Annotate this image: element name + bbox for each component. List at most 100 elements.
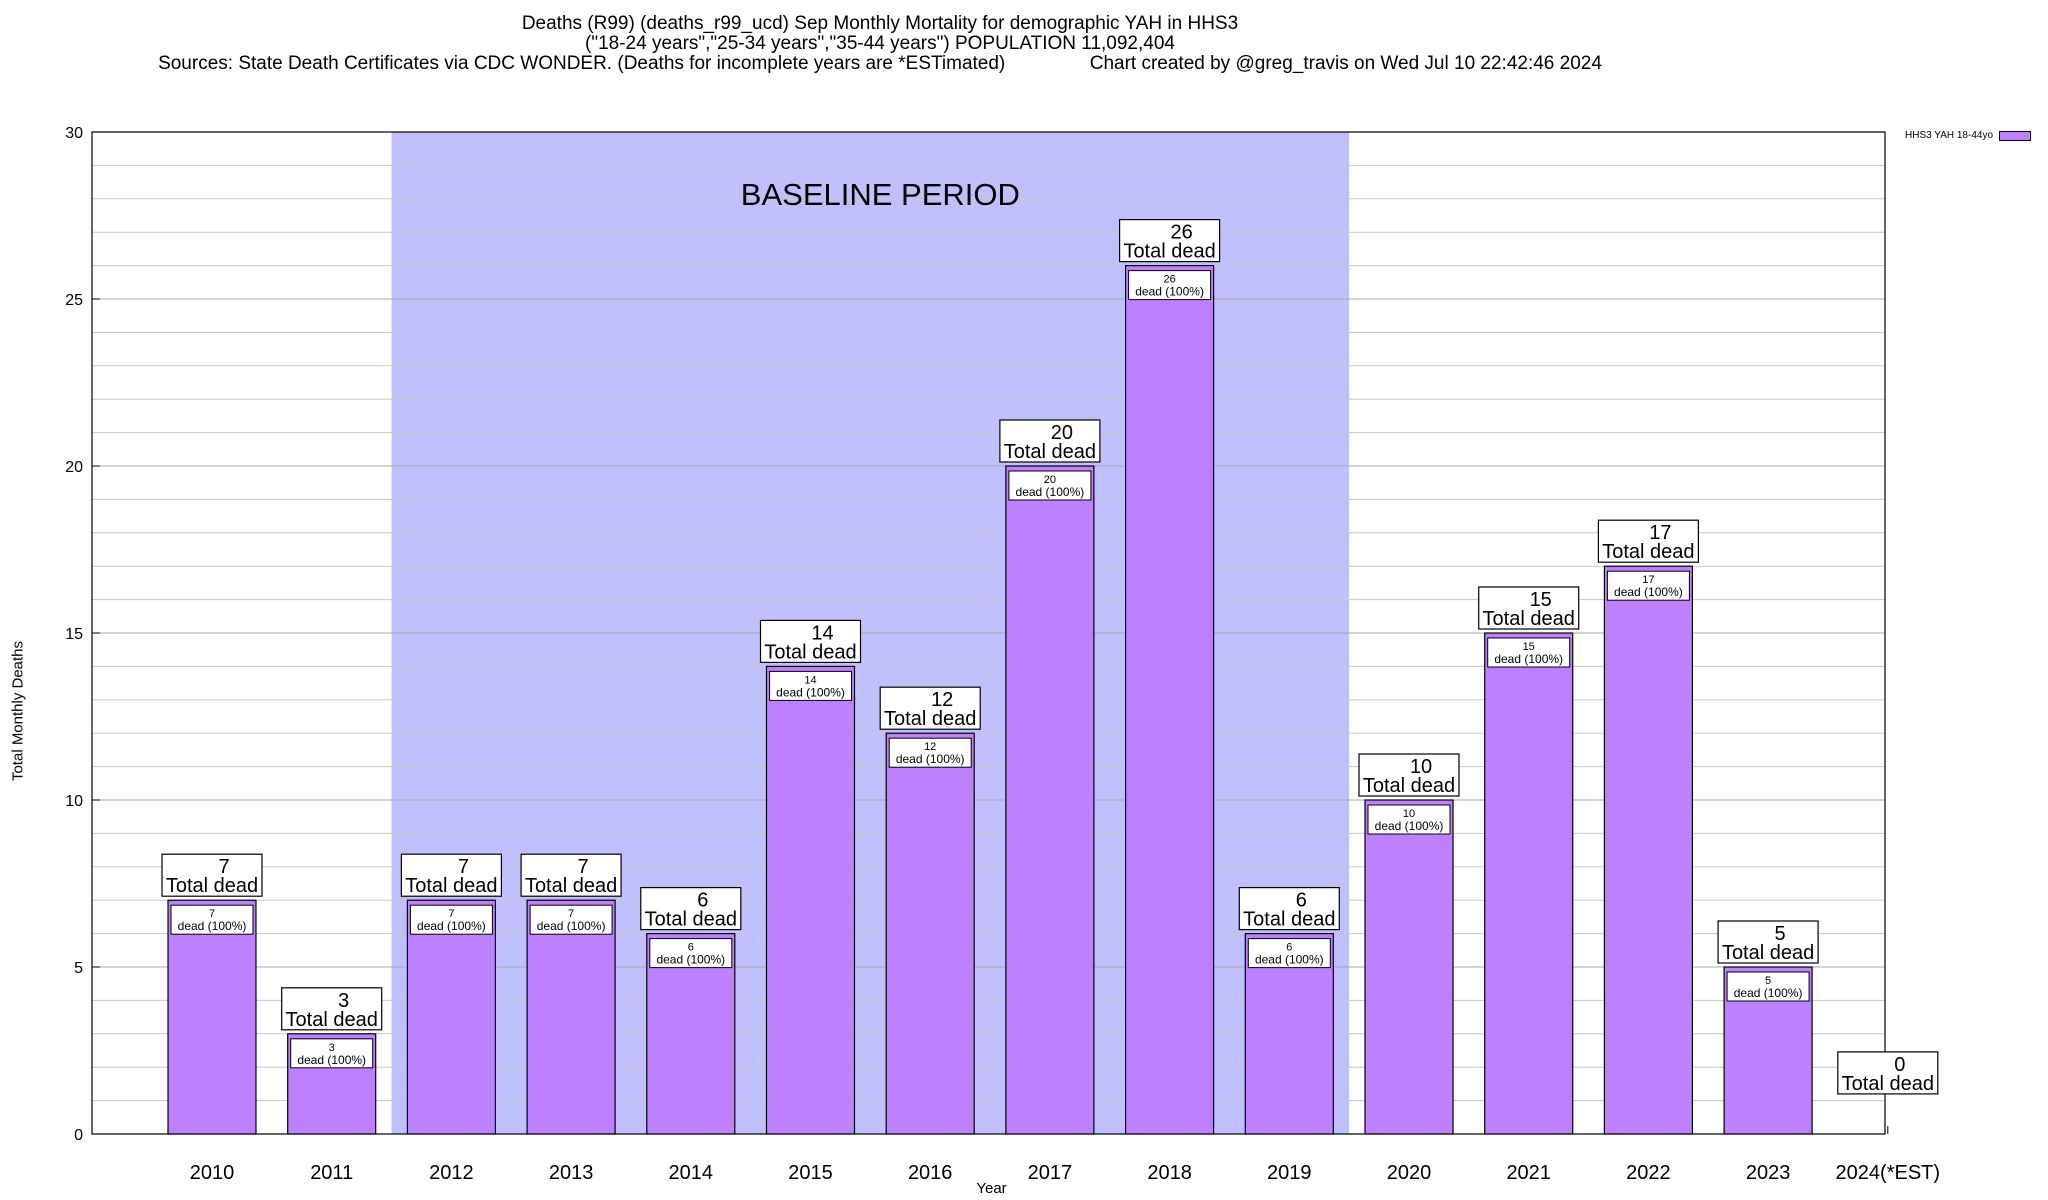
total-label-box (879, 686, 981, 730)
x-tick-label: 2020 (1387, 1162, 1432, 1184)
inner-label-box (888, 737, 972, 768)
y-tick-label: 0 (74, 1127, 83, 1144)
total-dead-label: Total dead (405, 875, 497, 897)
y-tick-label: 10 (65, 793, 83, 810)
x-tick-label: 2024(*EST) (1836, 1162, 1941, 1184)
total-value-label: 26 (1170, 222, 1192, 244)
inner-value-label: 14 (804, 674, 816, 686)
total-label-box (400, 853, 502, 897)
bar (765, 665, 856, 1135)
inner-percent-label: dead (100%) (1494, 652, 1563, 666)
y-axis-label: Total Monthly Deaths (9, 640, 27, 782)
inner-value-label: 15 (1523, 641, 1535, 653)
inner-percent-label: dead (100%) (1135, 285, 1204, 299)
total-value-label: 20 (1051, 422, 1073, 444)
y-tick-label: 30 (65, 125, 83, 142)
inner-label-box (769, 670, 852, 701)
total-label-box (1717, 920, 1819, 964)
total-dead-label: Total dead (286, 1009, 378, 1031)
x-tick-label: 2014 (669, 1162, 714, 1184)
total-dead-label: Total dead (1602, 541, 1694, 563)
inner-value-label: 6 (1286, 942, 1292, 954)
total-label-box (1597, 519, 1700, 563)
total-value-label: 7 (578, 856, 589, 878)
total-label-box (999, 419, 1101, 463)
inner-percent-label: dead (100%) (776, 685, 845, 699)
x-tick-label: 2022 (1626, 1162, 1671, 1184)
total-label-box (759, 619, 862, 664)
chart-source-line: Sources: State Death Certificates via CD… (158, 53, 1602, 74)
legend-swatch (1999, 130, 2032, 141)
inner-label-box (409, 904, 493, 935)
inner-label-box (1367, 804, 1451, 835)
inner-percent-label: dead (100%) (896, 752, 965, 766)
total-value-label: 14 (811, 622, 833, 644)
inner-value-label: 12 (924, 741, 936, 753)
inner-value-label: 17 (1642, 574, 1654, 586)
inner-percent-label: dead (100%) (417, 919, 486, 933)
inner-percent-label: dead (100%) (178, 919, 247, 933)
inner-value-label: 7 (209, 908, 215, 920)
inner-percent-label: dead (100%) (297, 1053, 366, 1067)
inner-label-box (1008, 470, 1092, 501)
x-axis-label: Year (976, 1180, 1007, 1197)
total-value-label: 3 (338, 990, 349, 1012)
total-dead-label: Total dead (1123, 241, 1215, 263)
total-label-box (1837, 1051, 1939, 1095)
total-label-box (1478, 586, 1580, 630)
total-value-label: 12 (931, 689, 953, 711)
total-label-box (281, 987, 383, 1031)
bar (1603, 565, 1694, 1135)
x-tick-label: 2017 (1028, 1162, 1073, 1184)
total-dead-label: Total dead (645, 909, 737, 931)
inner-label-box (170, 904, 254, 935)
x-tick-label: 2013 (549, 1162, 594, 1184)
x-tick-label: 2010 (190, 1162, 235, 1184)
inner-label-box (1247, 938, 1331, 969)
inner-value-label: 3 (329, 1042, 335, 1054)
inner-value-label: 7 (448, 908, 454, 920)
total-value-label: 7 (458, 856, 469, 878)
x-tick-label: 2018 (1147, 1162, 1192, 1184)
inner-label-box (1606, 570, 1690, 601)
inner-value-label: 7 (568, 908, 574, 920)
x-tick-label: 2011 (310, 1162, 353, 1184)
total-dead-label: Total dead (1483, 608, 1575, 630)
inner-label-box (1128, 270, 1212, 301)
total-value-label: 0 (1894, 1054, 1905, 1076)
total-dead-label: Total dead (525, 875, 617, 897)
x-tick-label: 2015 (788, 1162, 833, 1184)
total-label-box (1358, 753, 1460, 797)
inner-percent-label: dead (100%) (1614, 585, 1683, 599)
inner-label-box (649, 938, 733, 969)
bar (885, 732, 975, 1135)
total-dead-label: Total dead (166, 875, 258, 897)
inner-value-label: 6 (688, 942, 694, 954)
inner-percent-label: dead (100%) (1016, 485, 1085, 499)
total-label-box (1118, 219, 1221, 263)
bar (1005, 465, 1095, 1135)
inner-value-label: 5 (1765, 975, 1771, 987)
legend-label: HHS3 YAH 18-44yo (1905, 130, 1994, 141)
y-tick-label: 15 (65, 626, 83, 643)
total-value-label: 15 (1530, 589, 1552, 611)
bar (1124, 265, 1215, 1135)
total-label-box (161, 853, 263, 897)
x-tick-label: 2012 (429, 1162, 474, 1184)
total-dead-label: Total dead (1363, 775, 1455, 797)
x-tick-label: 2016 (908, 1162, 953, 1184)
total-value-label: 6 (697, 890, 708, 912)
inner-label-box (290, 1038, 374, 1069)
total-label-box (640, 886, 742, 931)
total-dead-label: Total dead (764, 641, 856, 663)
inner-percent-label: dead (100%) (656, 953, 725, 967)
bar (406, 899, 496, 1135)
baseline-period-label: BASELINE PERIOD (741, 177, 1020, 212)
total-value-label: 6 (1296, 890, 1307, 912)
inner-label-box (529, 904, 613, 935)
y-tick-label: 25 (65, 292, 83, 309)
x-tick-label: 2019 (1267, 1162, 1312, 1184)
x-tick-label: 2023 (1746, 1162, 1791, 1184)
total-label-box (520, 853, 622, 897)
inner-value-label: 10 (1403, 808, 1415, 820)
